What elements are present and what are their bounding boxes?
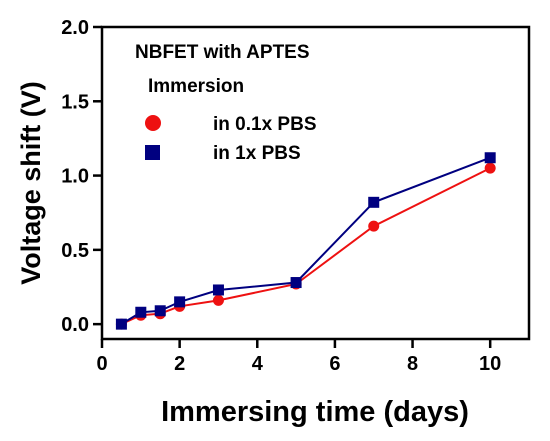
- series-1-point-7: [484, 152, 496, 164]
- legend-marker-0.1x-pbs: [145, 115, 161, 131]
- series-1-point-5: [290, 277, 302, 289]
- y-tick-label-1: 0.5: [61, 240, 89, 262]
- series-1-point-4: [212, 284, 224, 296]
- axis-ticks: 0 2 4 6 8 10 0.0 0.5 1.0 1.5 2.0: [61, 17, 501, 375]
- series-0-point-4: [212, 294, 224, 306]
- x-tick-label-3: 6: [329, 353, 340, 375]
- x-tick-label-0: 0: [96, 353, 107, 375]
- legend-label-1x-pbs: in 1x PBS: [213, 143, 301, 164]
- x-tick-label-4: 8: [407, 353, 418, 375]
- series-1-point-3: [174, 296, 186, 308]
- series-1-point-2: [154, 305, 166, 317]
- y-tick-label-2: 1.0: [61, 166, 89, 188]
- plot-frame: [100, 25, 531, 341]
- series-1-point-1: [135, 306, 147, 318]
- series-0-point-7: [484, 162, 496, 174]
- x-tick-label-5: 10: [479, 353, 501, 375]
- annotation-subtitle: Immersion: [148, 76, 244, 97]
- plot-border: [100, 25, 531, 341]
- series-0-point-6: [368, 220, 380, 232]
- legend: NBFET with APTES Immersion in 0.1x PBS i…: [135, 42, 317, 164]
- y-tick-label-4: 2.0: [61, 17, 89, 39]
- series-layer: [115, 152, 496, 330]
- x-tick-label-1: 2: [174, 353, 185, 375]
- x-axis-title: Immersing time (days): [161, 396, 469, 428]
- series-1-point-6: [368, 196, 380, 208]
- y-tick-label-0: 0.0: [61, 314, 89, 336]
- y-axis-title: Voltage shift (V): [16, 81, 46, 285]
- series-1-point-0: [115, 318, 127, 330]
- legend-label-0.1x-pbs: in 0.1x PBS: [213, 114, 317, 135]
- y-tick-label-3: 1.5: [61, 91, 89, 113]
- annotation-title: NBFET with APTES: [135, 42, 310, 63]
- x-tick-label-2: 4: [252, 353, 264, 375]
- legend-marker-1x-pbs: [145, 145, 160, 160]
